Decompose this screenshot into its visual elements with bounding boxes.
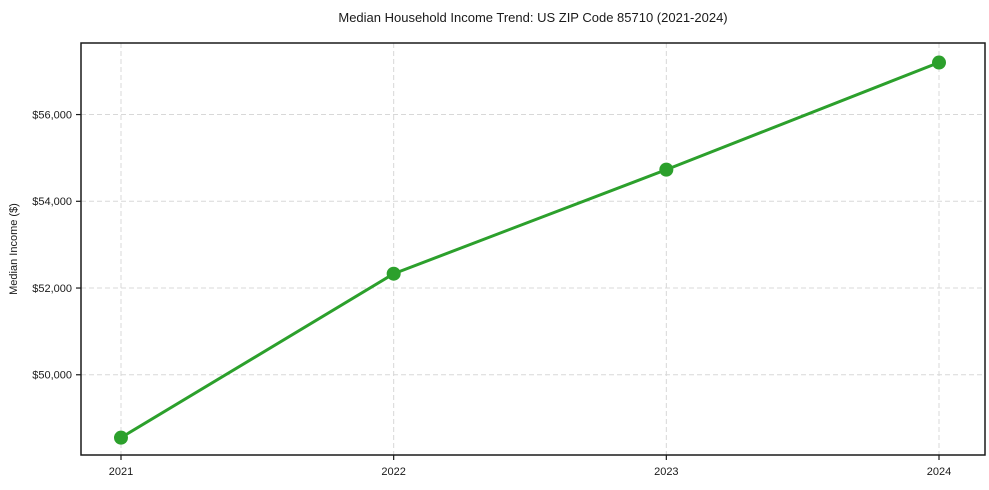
data-point-marker	[114, 430, 128, 445]
x-tick-label: 2024	[927, 466, 951, 478]
x-tick-label: 2022	[381, 466, 405, 478]
data-point-marker	[386, 266, 401, 281]
x-tick-label: 2021	[109, 466, 133, 478]
y-tick-label: $52,000	[32, 283, 72, 295]
y-tick-label: $50,000	[32, 370, 72, 382]
y-tick-label: $54,000	[32, 196, 72, 208]
chart-title: Median Household Income Trend: US ZIP Co…	[338, 10, 728, 25]
data-point-marker	[932, 55, 946, 70]
data-point-marker	[659, 162, 674, 177]
axes-spines	[80, 42, 986, 456]
x-tick-label: 2023	[654, 466, 678, 478]
y-tick-label: $56,000	[32, 109, 72, 121]
trend-line	[119, 61, 941, 440]
